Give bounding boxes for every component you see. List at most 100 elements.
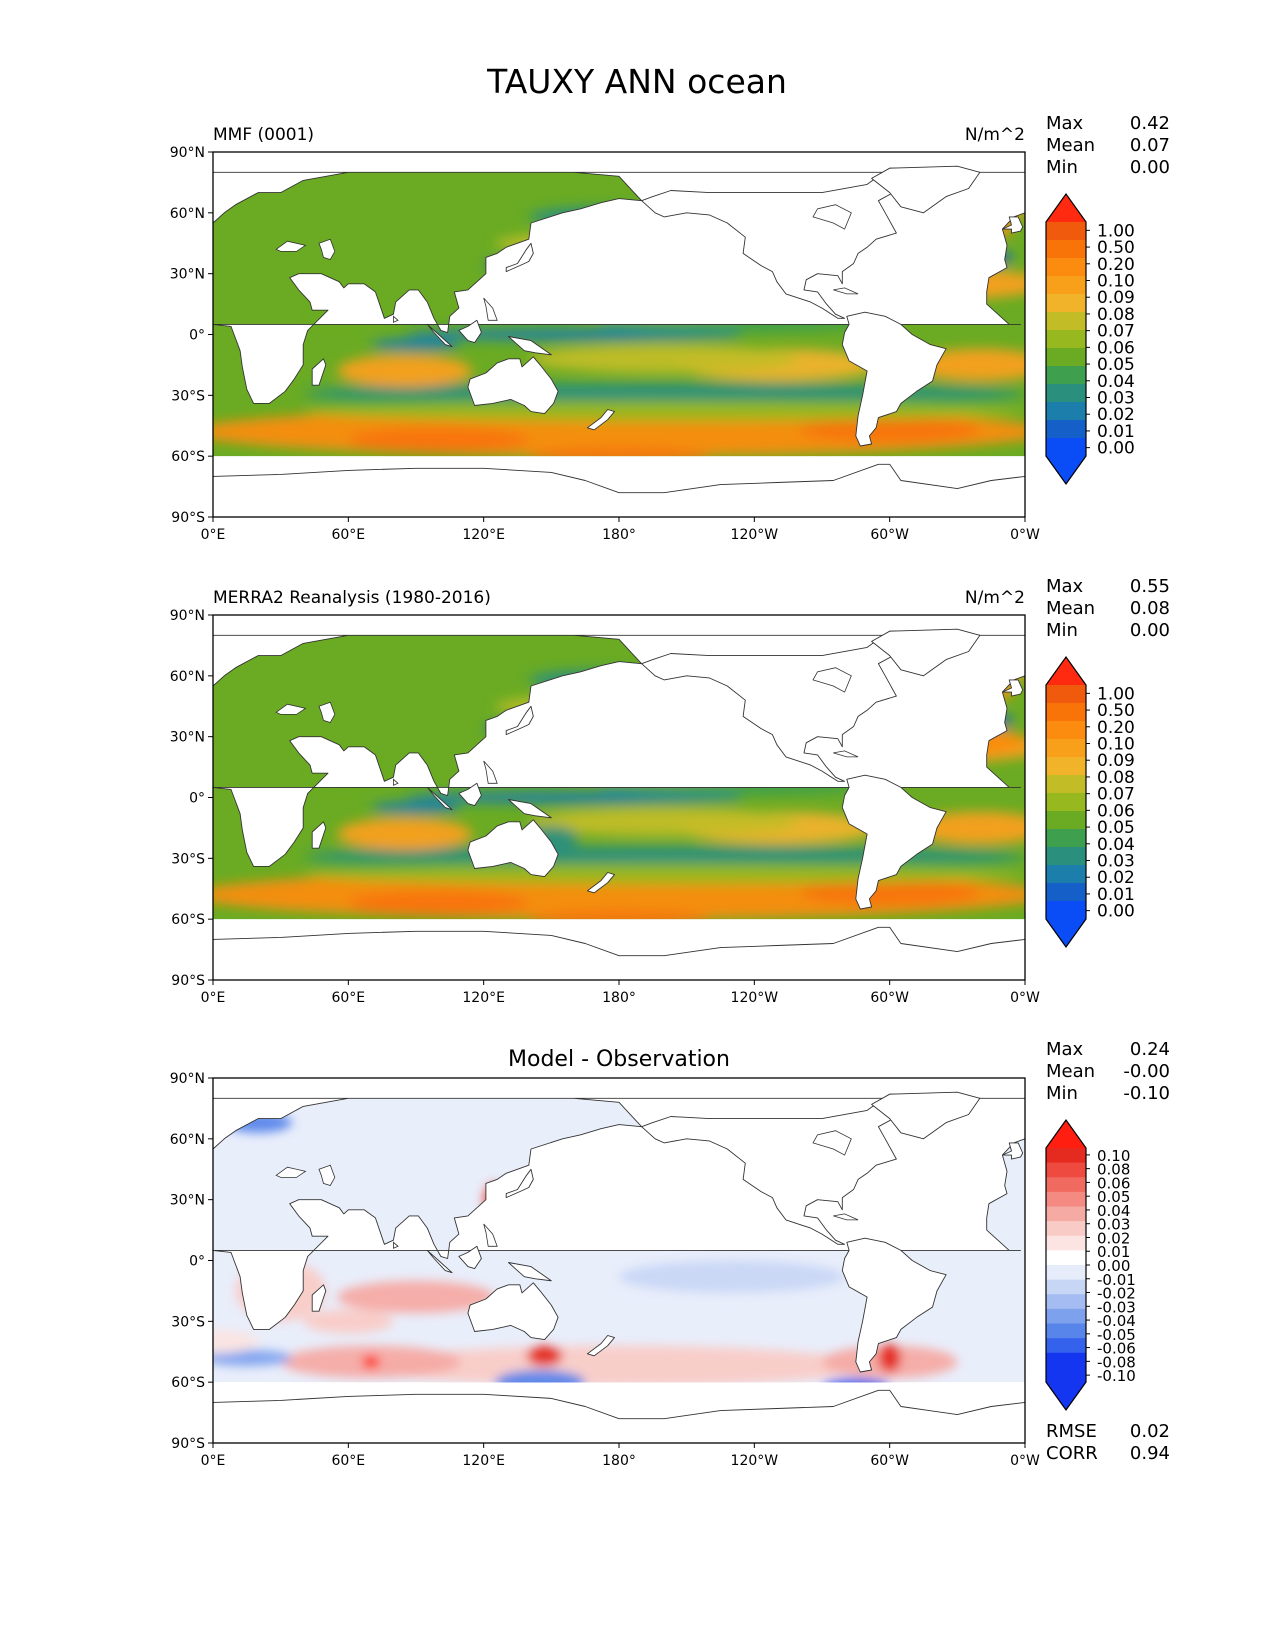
x-tick-label: 0°E [201,527,226,543]
panel-obs: 0°E 60°E 120°E 180° 120°W 60°W 0°W 90°N 60°N 30°N… [170,576,1170,1006]
land-japan [505,705,534,736]
colorbar-segment [1046,312,1086,331]
stat-label: Max [1046,1039,1084,1060]
stat-label: Min [1046,157,1078,178]
coast-black-sea [275,1166,307,1178]
stat-label: RMSE [1046,1421,1097,1442]
colorbar-segment [1046,1338,1086,1354]
colorbar-tick-label: 0.08 [1097,305,1135,325]
panel-diff: 0°E 60°E 120°E 180° 120°W 60°W 0°W 90°N 60°N 30°N… [170,1039,1170,1469]
colorbar-tick-label: 0.04 [1097,1202,1130,1220]
stat-label: Min [1046,1083,1078,1104]
field-region [526,1345,563,1366]
land-south-america [841,774,947,910]
colorbar-segment [1046,721,1086,740]
colorbar-tick-label: 0.05 [1097,818,1135,838]
coast-hudson-bay [812,1130,852,1156]
y-tick-label: 60°S [171,912,205,928]
stat-value: -0.00 [1123,1061,1170,1082]
coast-hudson-bay [812,204,852,230]
colorbar-segment [1046,1235,1086,1251]
coast-hudson-bay [812,667,852,693]
land-borneo [458,782,482,807]
stat-label: Max [1046,576,1084,597]
land-new-guinea [508,799,552,819]
y-tick-label: 90°N [170,608,205,624]
y-tick-label: 90°N [170,145,205,161]
coast-philippines [483,1223,498,1247]
field-region [370,1345,868,1383]
colorbar-extend-max [1046,194,1086,222]
land-uk [1001,1142,1024,1160]
land-madagascar [311,358,327,386]
y-tick-label: 60°S [171,1375,205,1391]
y-tick-label: 30°S [171,388,205,404]
colorbar-tick-label: -0.08 [1097,1353,1136,1371]
colorbar-outline [1045,1118,1087,1412]
colorbar-segment [1046,294,1086,313]
y-tick-label: 60°N [170,1132,205,1148]
land-sumatra [426,1249,453,1274]
colorbar-tick-label: 0.02 [1097,868,1135,888]
colorbar-segment [1046,420,1086,439]
colorbar-segment [1046,1352,1086,1368]
stats-block: Max 0.42 Mean 0.07 Min 0.00 [1046,113,1170,178]
land-borneo [458,319,482,344]
land-north-america [641,167,913,319]
field-region [303,864,1025,885]
land-madagascar [311,821,327,849]
colorbar-tick-label: -0.10 [1097,1367,1136,1385]
x-tick-label: 0°W [1010,527,1040,543]
colorbar-tick-label: 0.09 [1097,751,1135,771]
colorbar-tick-label: 0.00 [1097,902,1135,922]
stat-label: Mean [1046,1061,1095,1082]
colorbar-tick-label: 0.07 [1097,785,1135,805]
land-south-america [841,311,947,447]
land-greenland [871,165,981,214]
colorbar-segment [1046,1265,1086,1281]
field-region [619,1260,845,1293]
coast-philippines [483,297,498,321]
coast-cuba [833,287,859,295]
colorbar-segment [1046,883,1086,902]
field-region [361,1355,380,1368]
land-japan [505,1168,534,1199]
coast-black-sea [275,703,307,715]
colorbar-tick-label: 0.10 [1097,1147,1130,1165]
axes: 0°E 60°E 120°E 180° 120°W 60°W 0°W 90°N 60°N 30°N… [170,1071,1040,1469]
colorbar-tick-label: 0.50 [1097,701,1135,721]
field-region [337,817,473,851]
field-region [348,427,529,453]
x-tick-label: 120°E [462,990,505,1006]
land-new-zealand [586,1335,615,1357]
stat-value: 0.07 [1130,135,1170,156]
land-masses [212,1091,1026,1444]
field-region [303,1309,394,1334]
coast-philippines [483,760,498,784]
colorbar-tick-label: 0.01 [1097,885,1135,905]
colorbar-tick-label: 1.00 [1097,684,1135,704]
colorbar-segment [1046,811,1086,830]
colorbar-segment [1046,1221,1086,1237]
colorbar-segment [1046,829,1086,848]
x-tick-label: 0°W [1010,990,1040,1006]
colorbar-segment [1046,1177,1086,1193]
land-uk [1001,679,1024,697]
x-tick-label: 60°E [331,527,365,543]
land-north-america [641,1093,913,1245]
stat-label: Mean [1046,598,1095,619]
land-greenland [871,628,981,677]
coast-caspian [318,701,336,723]
colorbar-extend-min [1046,456,1086,484]
colorbar-tick-label: 0.04 [1097,835,1135,855]
colorbar-segment [1046,222,1086,241]
figure-title: TAUXY ANN ocean [486,62,787,101]
stat-label: Mean [1046,135,1095,156]
x-tick-label: 0°E [201,1453,226,1469]
x-tick-label: 120°E [462,1453,505,1469]
stat-value: 0.42 [1130,113,1170,134]
land-antarctica [212,463,1026,518]
land-new-guinea [508,336,552,356]
stat-value: 0.24 [1130,1039,1170,1060]
